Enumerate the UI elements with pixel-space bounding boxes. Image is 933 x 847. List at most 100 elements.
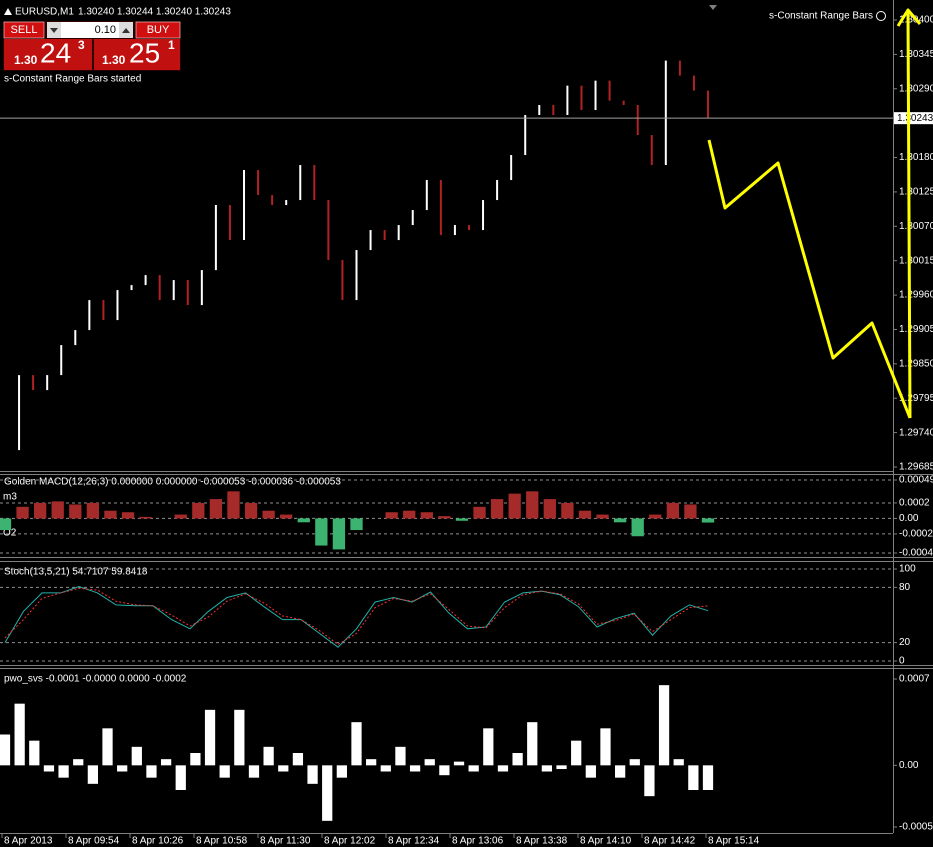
x-tick-label: 8 Apr 09:54 [68, 836, 120, 847]
histogram-bar [315, 518, 328, 546]
projection-path [707, 139, 912, 419]
histogram-bar [51, 501, 64, 519]
histogram-bar [666, 502, 680, 519]
histogram-bar [131, 746, 142, 766]
histogram-bar [14, 703, 25, 766]
y-tick-label: 20 [899, 637, 911, 648]
y-tick-label: 100 [899, 564, 916, 575]
histogram-bar [701, 518, 715, 523]
histogram-bar [190, 753, 201, 766]
histogram-bar [0, 734, 11, 766]
y-tick-label: 0.0007 [899, 674, 930, 685]
histogram-bar [468, 765, 479, 772]
histogram-bar [585, 765, 596, 778]
histogram-bar [248, 765, 260, 778]
histogram-bar [146, 765, 157, 778]
histogram-bar [29, 740, 40, 766]
histogram-bar [102, 728, 113, 766]
y-tick-label: 0.00 [899, 513, 919, 524]
symbol-title: EURUSD,M1 [15, 7, 74, 18]
histogram-bar [174, 514, 187, 519]
histogram-bar [87, 765, 99, 784]
x-tick-label: 8 Apr 13:06 [452, 836, 504, 847]
stoch-line [4, 585, 709, 648]
x-tick-label: 8 Apr 10:58 [196, 836, 248, 847]
bid-prefix: 1.30 [14, 53, 38, 67]
projection-drawing [707, 8, 922, 419]
histogram-bar [86, 502, 100, 519]
histogram-bar [117, 765, 128, 772]
lot-up-arrow [122, 28, 130, 33]
x-tick-label: 8 Apr 12:34 [388, 836, 440, 847]
histogram-bar [424, 759, 435, 766]
histogram-bar [613, 518, 627, 523]
y-tick-label: 80 [899, 582, 911, 593]
ohlc-text: 1.30240 1.30244 1.30240 1.30243 [78, 7, 231, 18]
histogram-bar [385, 512, 398, 519]
histogram-bar [673, 759, 684, 766]
macd-title: Golden MACD(12,26,3) 0.000000 0.000000 -… [4, 477, 341, 488]
x-tick-label: 8 Apr 13:38 [516, 836, 568, 847]
y-tick-label: 1.29905 [899, 324, 933, 335]
histogram-bar [234, 709, 245, 766]
histogram-bar [263, 746, 274, 766]
lot-field[interactable] [61, 22, 119, 38]
histogram-bar [16, 506, 29, 519]
sell-label: SELL [11, 24, 38, 36]
y-tick-label: 1.30070 [899, 221, 933, 232]
histogram-bar [420, 512, 433, 519]
histogram-bar [350, 518, 363, 531]
x-tick-label: 8 Apr 10:26 [132, 836, 184, 847]
histogram-bar [409, 765, 421, 772]
lot-down-arrow [50, 28, 58, 33]
bid-box[interactable] [4, 39, 92, 70]
y-tick-label: 1.29850 [899, 358, 933, 369]
lot-value: 0.10 [95, 24, 116, 36]
histogram-bar [380, 765, 391, 772]
histogram-bar [473, 506, 486, 519]
y-tick-label: 1.29685 [899, 462, 933, 473]
histogram-bar [280, 514, 293, 519]
y-tick-label: 1.30125 [899, 187, 933, 198]
histogram-bar [631, 518, 644, 537]
buy-button[interactable] [135, 21, 181, 39]
histogram-bar [58, 765, 69, 778]
histogram-bar [497, 765, 509, 772]
y-tick-label: 1.29740 [899, 427, 933, 438]
histogram-bar [600, 728, 611, 766]
sell-button[interactable] [3, 21, 45, 39]
y-tick-label: 0 [899, 656, 905, 667]
y-tick-label: 1.29960 [899, 290, 933, 301]
histogram-bar [104, 510, 117, 519]
pwo-title: pwo_svs -0.0001 -0.0000 0.0000 -0.0002 [4, 674, 187, 685]
y-tick-label: 1.30015 [899, 255, 933, 266]
x-tick-label: 8 Apr 11:30 [260, 836, 311, 847]
histogram-bar [244, 502, 258, 519]
histogram-bar [526, 491, 539, 519]
histogram-bar [192, 502, 205, 519]
ask-prefix: 1.30 [102, 53, 126, 67]
histogram-bar [527, 722, 538, 766]
histogram-bar [0, 518, 12, 531]
histogram-bar [571, 740, 582, 766]
histogram-bar [160, 759, 172, 766]
ask-box[interactable] [94, 39, 180, 70]
trade-panel: SELL 0.10 BUY 1.30 24 3 1.30 25 1 [3, 21, 181, 71]
y-tick-label: -0.000446 [899, 548, 933, 559]
buy-label: BUY [147, 24, 170, 36]
histogram-bar [684, 504, 697, 519]
histogram-bar [556, 765, 567, 770]
histogram-bar [366, 759, 377, 766]
y-tick-label: 0.0002 [899, 498, 930, 509]
y-tick-label: 1.30290 [899, 83, 933, 94]
histogram-bar [578, 510, 592, 519]
histogram-bar [209, 499, 223, 519]
y-tick-label: -0.0002 [899, 529, 933, 540]
y-tick-label: 1.30345 [899, 49, 933, 60]
histogram-bar [403, 510, 416, 519]
histogram-bar [297, 518, 310, 523]
histogram-bar [649, 514, 662, 519]
collapse-icon[interactable] [4, 8, 12, 15]
histogram-bar [688, 765, 699, 790]
